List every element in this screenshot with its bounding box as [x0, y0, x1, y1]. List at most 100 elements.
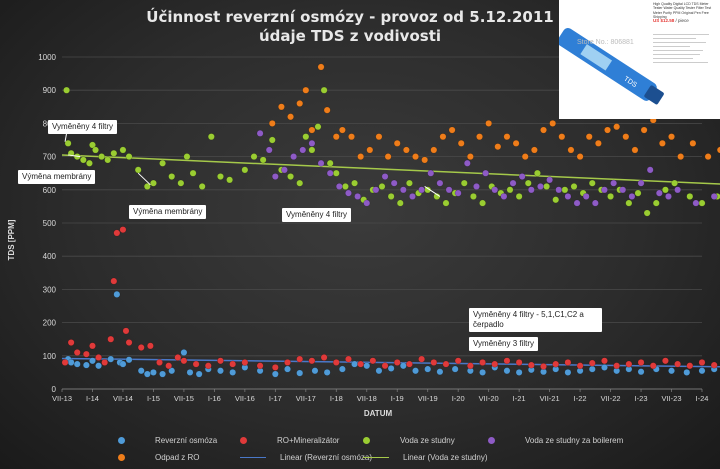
data-point	[387, 364, 395, 372]
data-point	[82, 361, 90, 369]
data-point	[156, 358, 163, 366]
legend-label: Voda ze studny za boilerem	[525, 436, 624, 445]
legend-line	[240, 456, 266, 459]
x-tick-label: VII-18	[357, 394, 377, 403]
data-point	[67, 358, 75, 366]
data-point	[527, 186, 535, 194]
product-detail-lines	[653, 31, 715, 66]
data-point	[323, 368, 331, 376]
data-point	[555, 186, 563, 194]
data-point	[351, 360, 359, 368]
data-point	[271, 173, 279, 180]
data-point	[180, 349, 188, 356]
data-point	[537, 183, 544, 190]
data-point	[674, 186, 682, 194]
annotation-callout: Vyměněny 4 filtry	[48, 120, 118, 134]
data-point	[177, 179, 185, 187]
data-point	[348, 133, 355, 141]
data-point	[198, 183, 206, 190]
data-point	[63, 86, 71, 94]
legend: Reverzní osmóza RO+Mineralizátor Voda ze…	[0, 431, 720, 469]
y-tick-label: 1000	[38, 53, 56, 62]
data-point	[689, 139, 697, 147]
data-point	[281, 166, 288, 174]
data-point	[122, 327, 130, 335]
data-point	[405, 179, 413, 187]
data-point	[268, 136, 276, 144]
data-point	[92, 146, 99, 154]
legend-marker	[118, 454, 125, 461]
data-point	[372, 186, 380, 194]
data-point	[107, 355, 115, 363]
data-point	[357, 153, 365, 161]
data-point	[540, 362, 547, 370]
legend-marker	[488, 437, 495, 444]
data-point	[716, 146, 720, 154]
x-tick-label: VII-13	[52, 394, 72, 403]
data-point	[381, 362, 389, 370]
y-tick-label: 300	[43, 285, 57, 294]
data-point	[168, 367, 176, 375]
trendline	[61, 154, 720, 185]
data-point	[518, 173, 526, 180]
data-point	[332, 133, 340, 141]
legend-marker	[240, 437, 247, 444]
data-point	[137, 367, 145, 375]
data-point	[601, 363, 608, 371]
data-point	[393, 358, 401, 366]
data-point	[625, 360, 633, 368]
data-point	[671, 179, 679, 187]
data-point	[351, 179, 359, 187]
data-point	[674, 360, 682, 368]
x-tick-label: I-21	[513, 394, 526, 403]
data-point	[302, 86, 310, 94]
data-point	[698, 199, 706, 207]
x-tick-label: VII-23	[662, 394, 682, 403]
data-point	[308, 357, 316, 365]
data-point	[146, 342, 154, 350]
data-point	[277, 103, 285, 111]
data-point	[229, 368, 237, 376]
data-point	[558, 133, 566, 141]
data-point	[226, 176, 234, 184]
data-point	[509, 179, 517, 187]
data-point	[296, 100, 304, 107]
data-point	[284, 358, 291, 366]
data-point	[631, 146, 639, 154]
data-point	[588, 365, 596, 373]
data-point	[692, 199, 700, 207]
data-point	[73, 360, 81, 368]
data-point	[515, 358, 523, 366]
data-point	[552, 360, 560, 368]
data-point	[503, 357, 511, 365]
product-image: TDS Store No.: 806881 High Quality Digit…	[559, 0, 720, 119]
legend-label: Linear (Voda ze studny)	[403, 453, 488, 462]
data-point	[512, 139, 520, 147]
data-point	[668, 133, 675, 141]
legend-label: Reverzní osmóza	[155, 436, 218, 445]
x-tick-label: I-22	[574, 394, 587, 403]
data-point	[601, 186, 608, 194]
y-tick-label: 600	[43, 186, 57, 195]
data-point	[110, 277, 118, 285]
data-point	[345, 189, 352, 197]
data-point	[649, 362, 657, 370]
data-point	[381, 173, 389, 180]
data-point	[570, 183, 578, 190]
data-point	[326, 159, 334, 167]
data-point	[585, 133, 593, 141]
data-point	[491, 360, 499, 368]
data-point	[119, 360, 127, 368]
y-tick-label: 500	[43, 219, 57, 228]
data-point	[302, 133, 310, 141]
data-point	[409, 192, 416, 200]
x-tick-label: VII-21	[540, 394, 560, 403]
data-point	[619, 186, 627, 194]
data-point	[661, 357, 669, 365]
data-point	[637, 368, 645, 376]
data-point	[683, 368, 691, 376]
data-point	[500, 192, 508, 200]
data-point	[476, 133, 483, 141]
data-point	[82, 350, 90, 358]
data-point	[549, 119, 557, 127]
